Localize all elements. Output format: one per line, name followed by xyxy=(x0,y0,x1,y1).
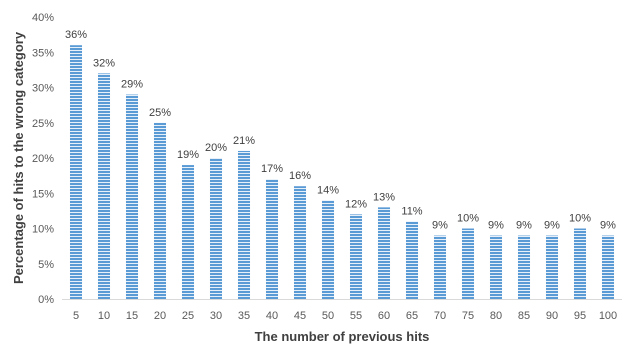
data-label: 9% xyxy=(432,220,448,232)
x-tick-label: 90 xyxy=(546,310,558,322)
bar xyxy=(573,228,587,299)
bar xyxy=(601,235,615,299)
data-labels: 36% 32% 29% 25% 19% 20% 21% 17% 16% 14% 12% 13% 11% 9… xyxy=(65,29,616,231)
data-label: 11% xyxy=(401,205,422,217)
data-label: 32% xyxy=(93,57,115,69)
data-label: 19% xyxy=(177,149,199,161)
bar xyxy=(545,235,559,299)
y-tick-label: 5% xyxy=(38,259,54,271)
bar xyxy=(153,122,167,299)
x-tick-label: 25 xyxy=(182,310,194,322)
bar xyxy=(377,207,391,299)
x-tick-label: 35 xyxy=(238,310,250,322)
x-tick-label: 60 xyxy=(378,310,390,322)
data-label: 9% xyxy=(488,220,504,232)
x-axis-ticks: 5 10 15 20 25 30 35 40 45 50 55 60 65 70 75 80 85 90 95 100 xyxy=(73,310,617,322)
bar xyxy=(321,200,335,299)
data-label: 29% xyxy=(121,79,143,91)
bar xyxy=(181,165,195,299)
y-tick-label: 30% xyxy=(32,83,54,95)
bar xyxy=(405,221,419,299)
bar xyxy=(489,235,503,299)
x-tick-label: 65 xyxy=(406,310,418,322)
data-label: 16% xyxy=(289,170,311,182)
y-tick-label: 10% xyxy=(32,224,54,236)
data-label: 13% xyxy=(373,191,395,203)
bar xyxy=(461,228,475,299)
bar xyxy=(293,186,307,299)
y-tick-label: 35% xyxy=(32,47,54,59)
bar xyxy=(433,235,447,299)
data-label: 21% xyxy=(233,135,255,147)
x-tick-label: 50 xyxy=(322,310,334,322)
bar xyxy=(517,235,531,299)
bar xyxy=(265,179,279,299)
data-label: 36% xyxy=(65,29,87,41)
x-tick-label: 55 xyxy=(350,310,362,322)
y-tick-label: 40% xyxy=(32,12,54,24)
x-tick-label: 10 xyxy=(98,310,110,322)
x-tick-label: 30 xyxy=(210,310,222,322)
x-tick-label: 40 xyxy=(266,310,278,322)
data-label: 14% xyxy=(317,184,339,196)
y-tick-label: 15% xyxy=(32,188,54,200)
bar xyxy=(97,73,111,300)
x-tick-label: 75 xyxy=(462,310,474,322)
y-tick-label: 20% xyxy=(32,153,54,165)
data-label: 25% xyxy=(149,107,171,119)
bar xyxy=(349,214,363,299)
x-axis-title: The number of previous hits xyxy=(255,329,430,344)
bar xyxy=(237,150,251,299)
x-tick-label: 100 xyxy=(599,310,617,322)
bar xyxy=(209,158,223,299)
x-tick-label: 5 xyxy=(73,310,79,322)
data-label: 10% xyxy=(569,213,591,225)
y-axis-title: Percentage of hits to the wrong category xyxy=(11,31,26,284)
x-tick-label: 70 xyxy=(434,310,446,322)
data-label: 9% xyxy=(516,220,532,232)
y-axis-ticks: 0% 5% 10% 15% 20% 25% 30% 35% 40% xyxy=(32,12,54,306)
data-label: 17% xyxy=(261,163,283,175)
x-tick-label: 85 xyxy=(518,310,530,322)
data-label: 20% xyxy=(205,142,227,154)
y-tick-label: 0% xyxy=(38,294,54,306)
x-tick-label: 45 xyxy=(294,310,306,322)
x-tick-label: 80 xyxy=(490,310,502,322)
data-label: 10% xyxy=(457,213,479,225)
data-label: 9% xyxy=(544,220,560,232)
bar xyxy=(69,45,83,300)
data-label: 9% xyxy=(600,220,616,232)
y-tick-label: 25% xyxy=(32,118,54,130)
x-tick-label: 20 xyxy=(154,310,166,322)
x-tick-label: 95 xyxy=(574,310,586,322)
bar xyxy=(125,94,139,299)
bars xyxy=(69,45,615,300)
x-tick-label: 15 xyxy=(126,310,138,322)
data-label: 12% xyxy=(345,198,367,210)
